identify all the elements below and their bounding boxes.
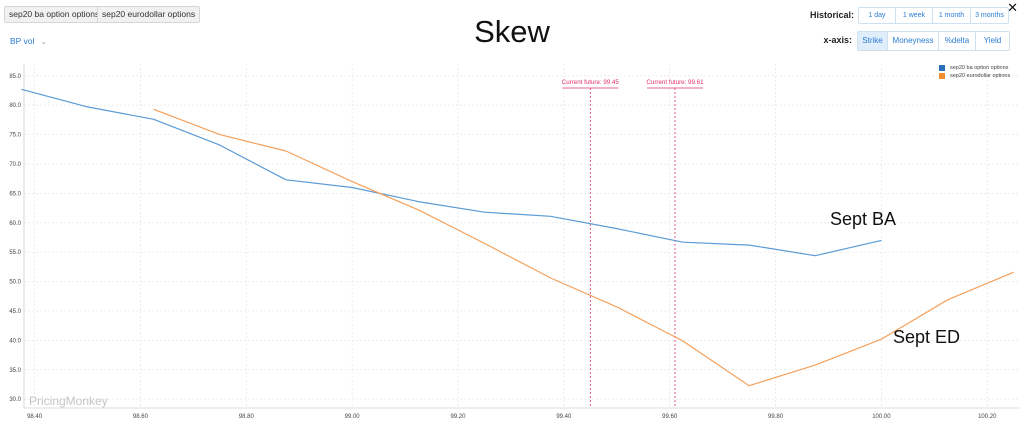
x-tick-label: 98.60 [133, 414, 149, 420]
x-tick-label: 99.40 [556, 414, 572, 420]
y-tick-label: 45.0 [9, 309, 21, 315]
current-future-label: Current future: 99.45 [562, 79, 620, 86]
xaxis-option-moneyness[interactable]: Moneyness [888, 32, 939, 50]
legend-swatch-eurodollar [939, 73, 945, 79]
xaxis-option-yield[interactable]: Yield [983, 36, 1002, 45]
xaxis-selector: Strike Moneyness %delta Yield [857, 31, 1010, 51]
metric-dropdown[interactable]: BP vol ⌄ [10, 36, 47, 46]
series-line-eurodollar-options [153, 108, 1014, 387]
xaxis-option-delta[interactable]: %delta [939, 32, 976, 50]
y-tick-label: 65.0 [9, 191, 21, 197]
historical-selector: 1 day 1 week 1 month 3 months [858, 7, 1009, 24]
x-tick-label: 98.80 [239, 414, 255, 420]
y-tick-label: 50.0 [9, 280, 21, 286]
chart-legend: sep20 ba option options sep20 eurodollar… [939, 64, 1010, 80]
y-tick-label: 70.0 [9, 162, 21, 168]
x-tick-label: 100.00 [872, 414, 891, 420]
x-tick-label: 99.60 [662, 414, 678, 420]
historical-1-month[interactable]: 1 month [933, 8, 971, 23]
historical-1-week[interactable]: 1 week [896, 8, 933, 23]
legend-item-eurodollar[interactable]: sep20 eurodollar options [939, 72, 1010, 80]
x-tick-label: 99.80 [768, 414, 784, 420]
y-tick-label: 30.0 [9, 397, 21, 403]
y-tick-label: 60.0 [9, 221, 21, 227]
metric-dropdown-value: BP vol [10, 36, 35, 46]
annotation-sept-ba: Sept BA [830, 209, 897, 229]
close-icon[interactable]: ✕ [1007, 0, 1018, 15]
historical-1-day[interactable]: 1 day [859, 8, 896, 23]
current-future-label: Current future: 99.61 [646, 79, 704, 86]
legend-label-eurodollar: sep20 eurodollar options [950, 73, 1011, 79]
y-tick-label: 55.0 [9, 250, 21, 256]
watermark: PricingMonkey [29, 394, 108, 408]
series-line-ba-options [21, 88, 882, 257]
x-tick-label: 99.20 [450, 414, 466, 420]
legend-swatch-ba [939, 65, 945, 71]
y-tick-label: 85.0 [9, 74, 21, 80]
x-tick-label: 100.20 [978, 414, 997, 420]
legend-item-ba[interactable]: sep20 ba option options [939, 64, 1010, 72]
x-tick-label: 98.40 [27, 414, 43, 420]
annotation-sept-ed: Sept ED [893, 327, 961, 347]
y-tick-label: 75.0 [9, 133, 21, 139]
y-tick-label: 35.0 [9, 368, 21, 374]
xaxis-label: x-axis: [823, 35, 852, 45]
historical-label: Historical: [809, 10, 854, 20]
legend-label-ba: sep20 ba option options [950, 65, 1009, 71]
y-tick-label: 40.0 [9, 338, 21, 344]
chart-title: Skew [474, 14, 550, 49]
historical-3-months[interactable]: 3 months [975, 12, 1004, 19]
x-tick-label: 99.00 [345, 414, 361, 420]
xaxis-option-strike[interactable]: Strike [858, 32, 888, 50]
series-tag-eurodollar-options[interactable]: sep20 eurodollar options [97, 6, 201, 23]
chevron-down-icon: ⌄ [40, 37, 48, 46]
y-tick-label: 80.0 [9, 103, 21, 109]
